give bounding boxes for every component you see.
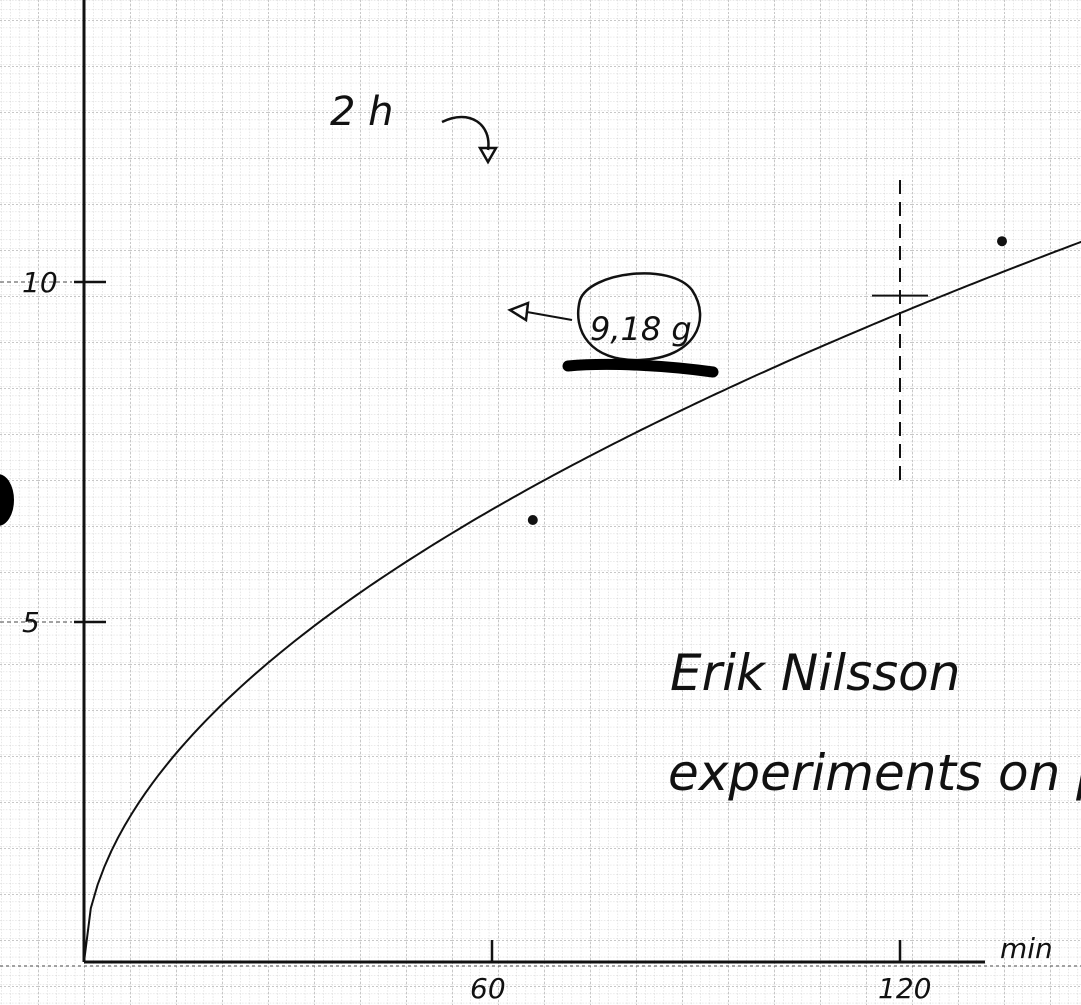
x-tick-label: 60 bbox=[470, 972, 506, 1005]
curved-arrow-icon bbox=[441, 115, 490, 151]
arrowhead-icon bbox=[477, 146, 499, 165]
data-point bbox=[997, 236, 1007, 247]
callout-pointer-line bbox=[526, 311, 573, 321]
x-tick-label: 120 bbox=[878, 972, 931, 1005]
ticks: 60120180240min510 bbox=[0, 266, 1053, 1005]
underline-stroke bbox=[562, 358, 719, 378]
signature-line-2: experiments on pi bbox=[668, 744, 1081, 802]
time-annotation-label: 2 h bbox=[330, 89, 394, 135]
data-point bbox=[527, 515, 538, 525]
y-tick-label: 10 bbox=[22, 266, 58, 299]
value-callout-bubble bbox=[577, 272, 702, 362]
y-tick-label: 5 bbox=[22, 606, 40, 639]
value-annotation-label: 9,18 g bbox=[590, 310, 692, 348]
annotations: 2 h 9,18 g Erik Nilsson experiments on p… bbox=[0, 89, 1081, 802]
x-axis-label: min bbox=[1000, 932, 1053, 965]
axes bbox=[0, 0, 1081, 967]
callout-arrowhead-icon bbox=[507, 301, 530, 323]
series bbox=[83, 236, 1081, 963]
binder-hole-mark bbox=[0, 474, 14, 526]
signature-line-1: Erik Nilsson bbox=[670, 644, 960, 702]
series-line bbox=[83, 240, 1081, 963]
